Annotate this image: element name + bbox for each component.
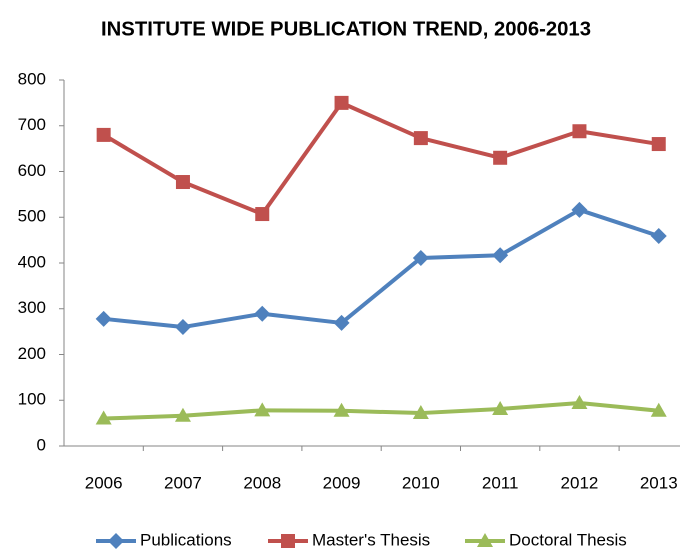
marker [255,207,270,222]
marker [95,410,112,425]
marker [493,150,508,165]
marker [412,405,429,420]
marker [254,402,271,417]
marker [96,127,111,142]
marker [108,533,124,549]
marker [174,319,191,336]
marker [175,175,190,190]
marker [492,247,509,264]
x-tick-label: 2007 [164,473,202,492]
y-tick-label: 400 [18,252,46,271]
marker [571,394,588,409]
marker [492,400,509,415]
marker [333,314,350,331]
marker [254,305,271,322]
marker [333,402,350,417]
marker [174,407,191,422]
x-tick-label: 2006 [85,473,123,492]
marker [572,124,587,139]
y-tick-label: 600 [18,161,46,180]
marker [95,310,112,327]
legend-label: Master's Thesis [312,530,430,549]
x-tick-label: 2010 [402,473,440,492]
line [103,207,660,330]
x-tick-label: 2009 [323,473,361,492]
line [102,100,660,217]
y-tick-label: 200 [18,344,46,363]
x-tick-label: 2013 [640,473,678,492]
x-tick-label: 2012 [561,473,599,492]
y-tick-label: 800 [18,69,46,88]
y-tick-label: 100 [18,390,46,409]
line [103,400,659,421]
y-tick-label: 700 [18,115,46,134]
marker [650,228,667,245]
marker [650,402,667,417]
marker [477,533,493,547]
marker [651,137,666,152]
marker [412,249,429,266]
marker [281,534,295,548]
marker [334,95,349,110]
marker [413,131,428,146]
chart-title: INSTITUTE WIDE PUBLICATION TREND, 2006-2… [101,18,591,40]
legend-label: Publications [140,530,232,549]
x-tick-label: 2008 [243,473,281,492]
y-tick-label: 500 [18,207,46,226]
marker [571,201,588,218]
x-tick-label: 2011 [482,473,519,492]
y-tick-label: 0 [37,435,46,454]
legend-label: Doctoral Thesis [509,530,627,549]
y-tick-label: 300 [18,298,46,317]
